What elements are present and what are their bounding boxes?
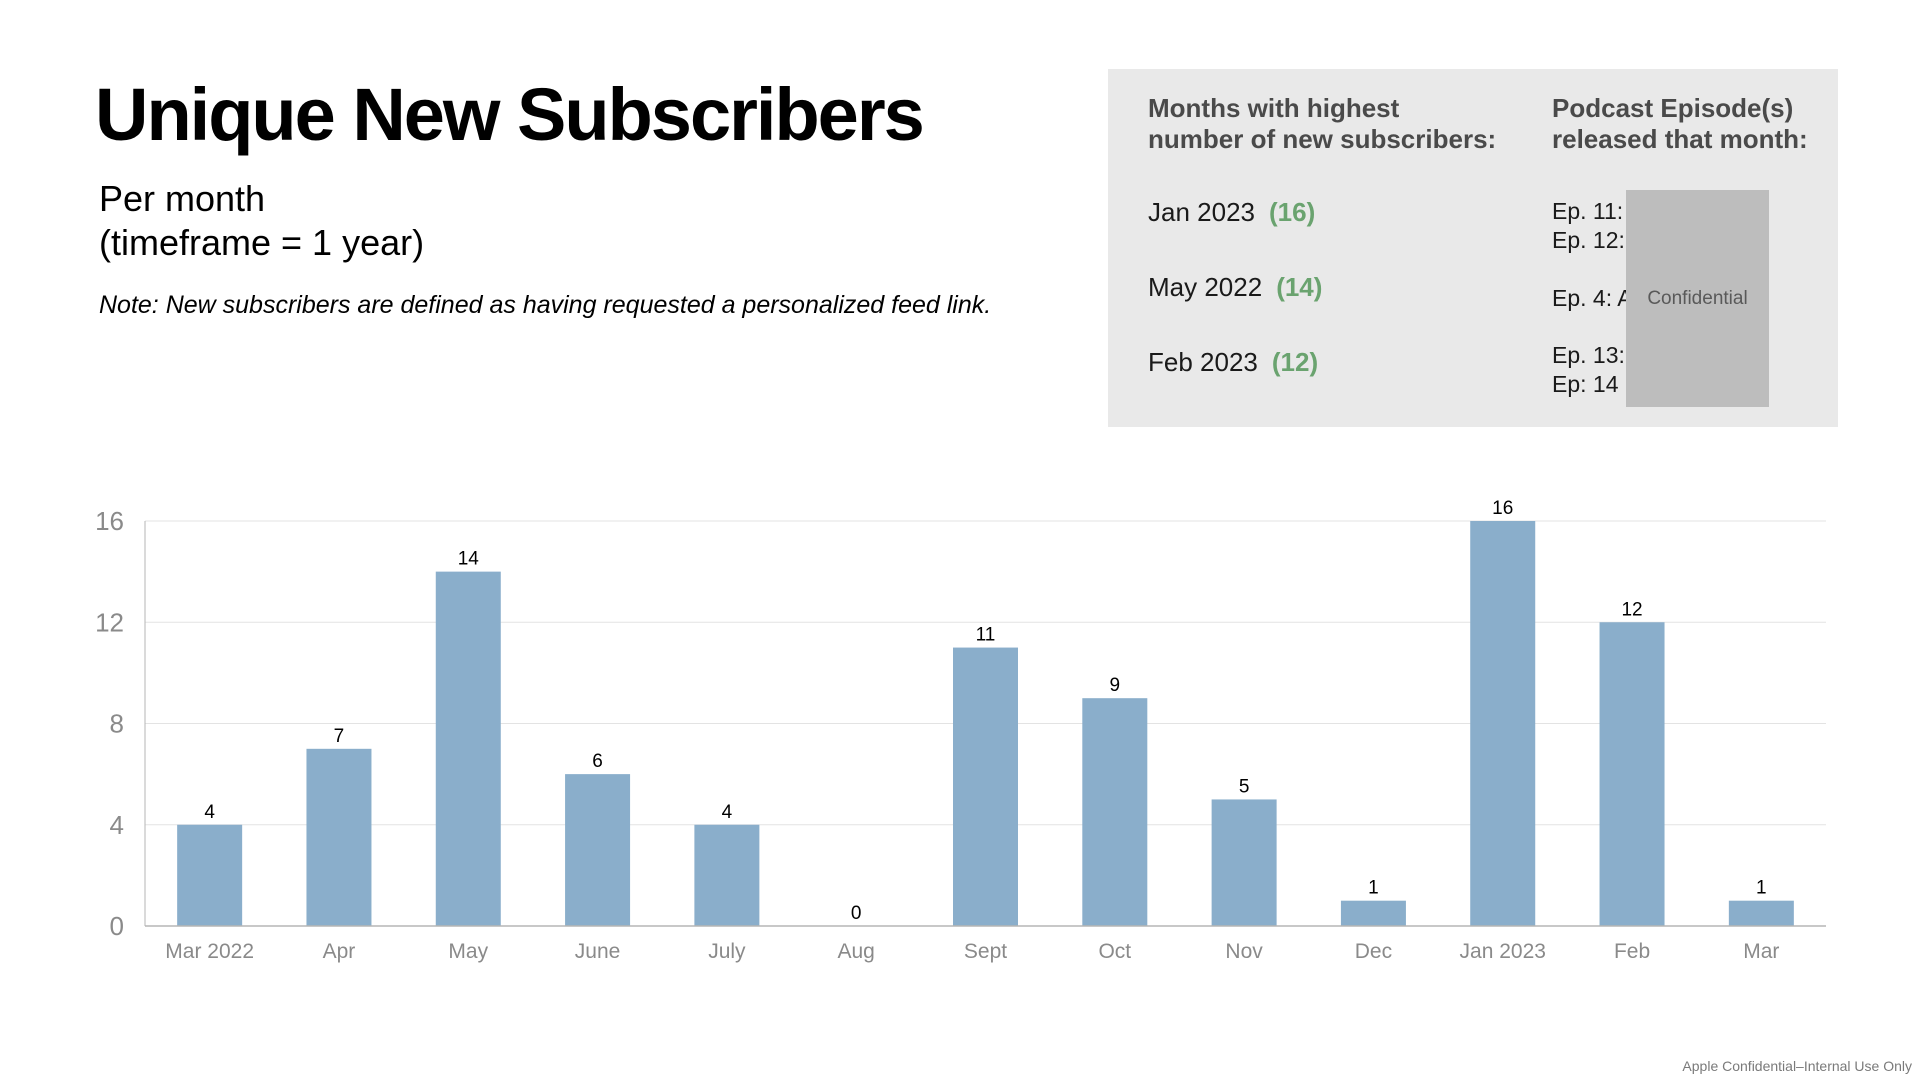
top-month-2: May 2022 (14)	[1148, 272, 1322, 303]
bar-value-label: 16	[1492, 498, 1513, 519]
episodes-header-line-2: released that month:	[1552, 124, 1808, 154]
bar	[1211, 799, 1277, 926]
y-tick-label: 0	[110, 911, 124, 941]
confidential-footer: Apple Confidential–Internal Use Only	[1682, 1058, 1912, 1074]
episodes-header-line-1: Podcast Episode(s)	[1552, 93, 1794, 123]
top-months-header-line-2: number of new subscribers:	[1148, 124, 1497, 154]
bar-value-label: 12	[1621, 599, 1642, 620]
bar	[694, 824, 760, 926]
bar	[435, 571, 501, 926]
bar	[565, 774, 631, 926]
subtitle: Per month (timeframe = 1 year)	[99, 177, 424, 265]
x-tick-label: Aug	[838, 940, 875, 963]
bar	[1340, 900, 1406, 926]
confidential-redaction: Confidential	[1626, 190, 1769, 407]
bar-value-label: 6	[592, 751, 603, 772]
top-month-name: Jan 2023	[1148, 197, 1255, 227]
bar-value-label: 9	[1110, 675, 1121, 696]
top-months-header: Months with highest number of new subscr…	[1148, 93, 1496, 155]
y-tick-label: 12	[95, 607, 124, 637]
top-month-name: May 2022	[1148, 272, 1263, 302]
bar-value-label: 4	[722, 802, 733, 823]
x-tick-label: Sept	[964, 940, 1007, 963]
episode-line: Ep. 4: A	[1552, 285, 1633, 311]
top-month-count: (14)	[1276, 272, 1323, 302]
x-tick-label: Nov	[1225, 940, 1263, 963]
top-month-3: Feb 2023 (12)	[1148, 347, 1318, 378]
top-month-1: Jan 2023 (16)	[1148, 197, 1315, 228]
bar	[177, 824, 243, 926]
bar-value-label: 4	[204, 802, 215, 823]
episode-group-2: Ep. 4: A	[1552, 284, 1812, 313]
bar-value-label: 0	[851, 903, 862, 924]
top-month-count: (12)	[1271, 347, 1319, 377]
bar-value-label: 7	[334, 726, 345, 747]
bar-value-label: 5	[1239, 776, 1250, 797]
top-month-name: Feb 2023	[1148, 347, 1258, 377]
bar	[306, 748, 372, 926]
episodes-header: Podcast Episode(s) released that month:	[1552, 93, 1808, 155]
top-months-panel: Months with highest number of new subscr…	[1108, 69, 1838, 427]
bar-value-label: 14	[458, 549, 480, 570]
top-month-count: (16)	[1268, 197, 1316, 227]
bar	[1728, 900, 1794, 926]
page-title: Unique New Subscribers	[95, 73, 925, 156]
x-tick-label: July	[708, 940, 746, 963]
subtitle-line-2: (timeframe = 1 year)	[99, 222, 425, 263]
bar-value-label: 1	[1368, 878, 1379, 899]
x-tick-label: Mar	[1743, 940, 1779, 963]
x-tick-label: Oct	[1098, 940, 1131, 963]
bar	[1470, 521, 1536, 926]
bar	[1599, 622, 1665, 926]
definition-note: Note: New subscribers are defined as hav…	[99, 291, 992, 319]
subscribers-bar-chart: 0 4 8 12 16 4 Mar 2022 7 Apr 14 May 6 June 4 July 0 Aug 1…	[95, 498, 1826, 963]
subtitle-line-1: Per month	[99, 178, 266, 219]
bar	[1082, 698, 1148, 926]
y-tick-label: 8	[110, 709, 124, 739]
bar-value-label: 11	[976, 625, 996, 646]
x-tick-label: Jan 2023	[1460, 940, 1546, 963]
y-tick-label: 16	[95, 506, 124, 536]
x-tick-label: Dec	[1355, 940, 1392, 963]
x-tick-label: May	[448, 940, 488, 963]
bar	[953, 647, 1018, 926]
y-tick-label: 4	[110, 810, 124, 840]
top-months-header-line-1: Months with highest	[1148, 93, 1400, 123]
x-tick-label: Apr	[323, 940, 356, 963]
bar-value-label: 1	[1756, 878, 1767, 899]
x-tick-label: Feb	[1614, 940, 1650, 963]
x-tick-label: June	[575, 940, 621, 963]
x-tick-label: Mar 2022	[165, 940, 254, 963]
